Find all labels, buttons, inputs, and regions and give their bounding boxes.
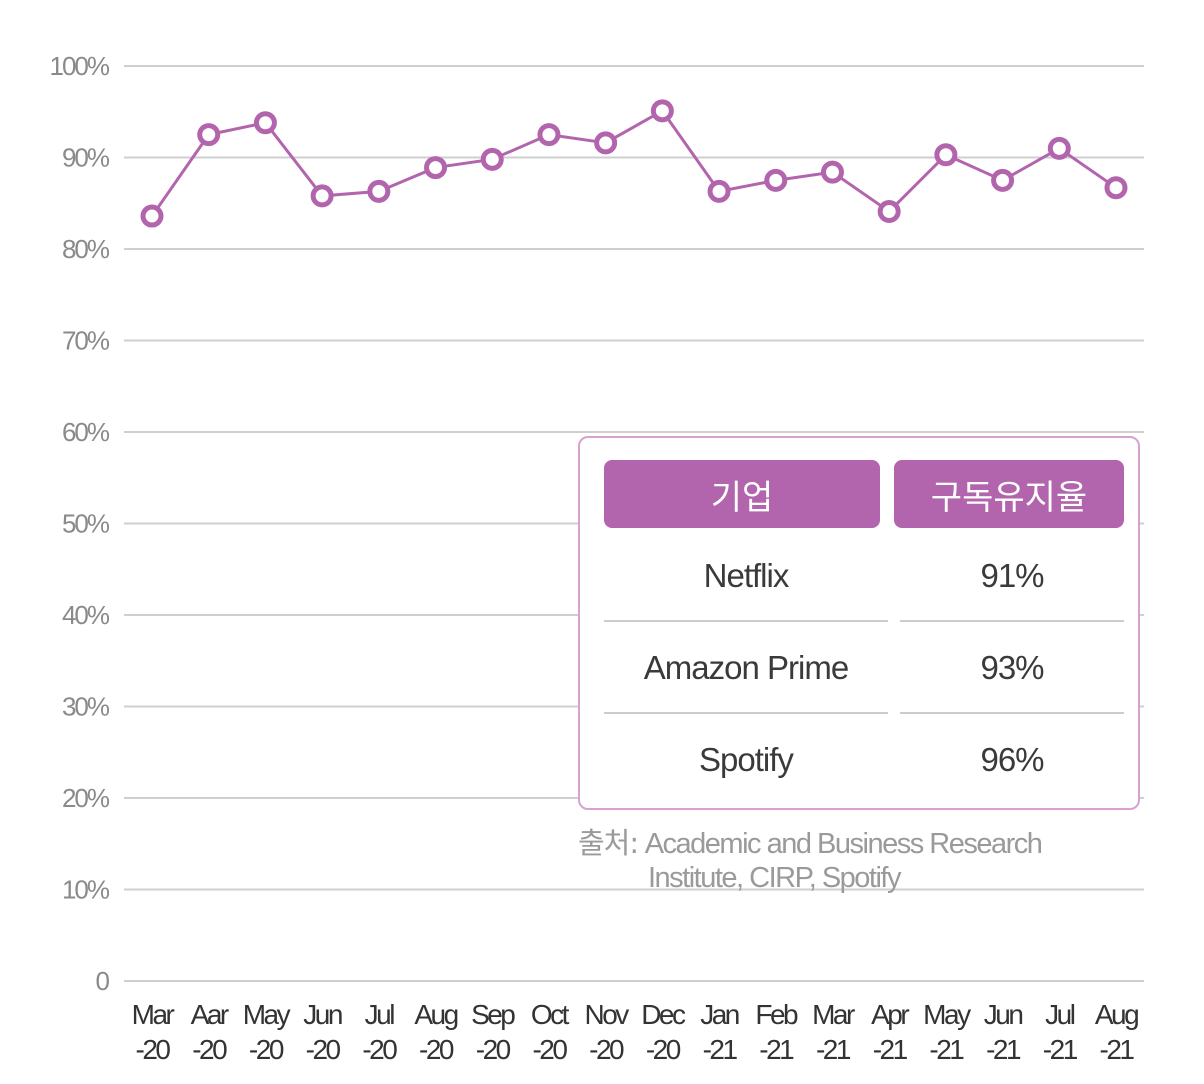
retention-rate: 93% <box>980 649 1044 686</box>
x-tick-label: -20 <box>362 1034 397 1065</box>
data-point <box>820 160 844 184</box>
x-tick-label: Aug <box>1095 999 1138 1030</box>
row-divider <box>900 620 1124 622</box>
row-divider <box>604 712 888 714</box>
y-tick-label: 90% <box>62 143 110 173</box>
data-point <box>991 168 1015 192</box>
source-label: 출처: <box>578 826 639 860</box>
data-point <box>877 199 901 223</box>
data-point <box>537 123 561 147</box>
x-tick-label: -21 <box>1100 1034 1135 1065</box>
data-point <box>707 179 731 203</box>
x-tick-label: -21 <box>986 1034 1021 1065</box>
data-point <box>140 204 164 228</box>
retention-table: 기업 구독유지율 Netflix 91% Amazon Prime 93% Sp… <box>578 436 1140 810</box>
data-points <box>140 99 1128 228</box>
x-tick-label: Jun <box>303 999 342 1030</box>
table-row: Amazon Prime 93% <box>604 622 1124 714</box>
y-tick-label: 30% <box>62 692 110 722</box>
x-tick-label: -21 <box>929 1034 964 1065</box>
x-tick-label: Jul <box>365 999 395 1030</box>
data-point <box>650 99 674 123</box>
x-tick-label: -20 <box>532 1034 567 1065</box>
x-tick-label: -20 <box>192 1034 227 1065</box>
x-tick-label: Mar <box>812 999 855 1030</box>
y-tick-label: 0 <box>96 966 110 996</box>
x-tick-label: Jun <box>984 999 1023 1030</box>
x-tick-label: May <box>243 999 291 1030</box>
x-tick-label: -21 <box>703 1034 738 1065</box>
x-tick-label: -20 <box>646 1034 681 1065</box>
x-tick-label: Jul <box>1045 999 1075 1030</box>
row-divider <box>900 712 1124 714</box>
x-tick-label: -21 <box>873 1034 908 1065</box>
series-line <box>150 108 1117 217</box>
data-point <box>424 156 448 180</box>
x-tick-label: -21 <box>759 1034 794 1065</box>
source-note: 출처: Academic and Business Research Insti… <box>578 826 1138 895</box>
y-tick-label: 20% <box>62 783 110 813</box>
y-tick-label: 50% <box>62 509 110 539</box>
source-line-2: Institute, CIRP, Spotify <box>648 862 902 894</box>
table-header-rate: 구독유지율 <box>894 460 1124 528</box>
data-point <box>764 168 788 192</box>
company-name: Spotify <box>699 741 794 778</box>
y-tick-label: 60% <box>62 417 110 447</box>
data-point <box>934 143 958 167</box>
data-point <box>480 147 504 171</box>
x-tick-label: May <box>923 999 971 1030</box>
table-header-company: 기업 <box>604 460 880 528</box>
data-point <box>253 111 277 135</box>
x-tick-label: Oct <box>531 999 570 1030</box>
y-tick-label: 10% <box>62 875 110 905</box>
x-tick-label: -20 <box>249 1034 284 1065</box>
x-tick-label: Jan <box>700 999 739 1030</box>
x-tick-label: Dec <box>641 999 686 1030</box>
x-tick-label: -20 <box>306 1034 341 1065</box>
company-name: Netflix <box>703 557 790 594</box>
x-tick-label: -21 <box>816 1034 851 1065</box>
x-tick-label: Mar <box>132 999 175 1030</box>
x-tick-label: -20 <box>476 1034 511 1065</box>
row-divider <box>604 620 888 622</box>
data-point <box>594 131 618 155</box>
x-tick-label: Nov <box>584 999 629 1030</box>
source-line-1: Academic and Business Research <box>644 828 1043 860</box>
retention-rate: 91% <box>980 557 1044 594</box>
x-tick-label: -20 <box>589 1034 624 1065</box>
x-tick-label: Sep <box>471 999 515 1030</box>
y-axis-ticks: 0 10% 20% 30% 40% 50% 60% 70% 80% 90% 100% <box>50 51 112 996</box>
data-point <box>1047 136 1071 160</box>
x-tick-label: Feb <box>755 999 798 1030</box>
data-point <box>367 179 391 203</box>
y-tick-label: 80% <box>62 234 110 264</box>
company-name: Amazon Prime <box>643 649 849 686</box>
x-tick-label: Apr <box>871 999 909 1030</box>
y-tick-label: 40% <box>62 600 110 630</box>
y-tick-label: 100% <box>50 51 110 81</box>
x-tick-label: -21 <box>1043 1034 1078 1065</box>
x-tick-label: Aug <box>414 999 457 1030</box>
series-line-layer <box>150 108 1117 217</box>
y-tick-label: 70% <box>62 326 110 356</box>
retention-rate: 96% <box>980 741 1044 778</box>
data-point <box>1104 176 1128 200</box>
table-row: Netflix 91% <box>604 530 1124 622</box>
x-tick-label: -20 <box>136 1034 171 1065</box>
x-tick-label: Aar <box>191 999 229 1030</box>
x-tick-label: -20 <box>419 1034 454 1065</box>
data-point <box>197 123 221 147</box>
table-row: Spotify 96% <box>604 714 1124 806</box>
x-axis-ticks: Mar-20Aar-20May-20Jun-20Jul-20Aug-20Sep-… <box>132 999 1141 1065</box>
data-point <box>310 184 334 208</box>
